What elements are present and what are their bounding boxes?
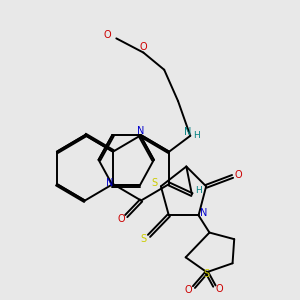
Text: S: S (141, 234, 147, 244)
Text: S: S (151, 178, 158, 188)
Text: N: N (106, 178, 113, 188)
Text: H: H (195, 186, 202, 195)
Text: O: O (140, 42, 147, 52)
Text: O: O (103, 30, 111, 40)
Text: O: O (185, 285, 192, 295)
Text: H: H (194, 131, 200, 140)
Text: N: N (137, 126, 145, 136)
Text: N: N (200, 208, 208, 218)
Text: O: O (234, 170, 242, 180)
Text: S: S (204, 269, 210, 279)
Text: O: O (117, 214, 125, 224)
Text: O: O (216, 284, 224, 294)
Text: N: N (184, 127, 191, 137)
